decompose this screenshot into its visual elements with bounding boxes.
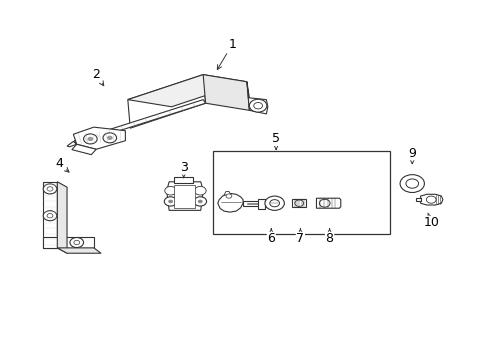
Circle shape <box>168 200 173 203</box>
Text: 1: 1 <box>217 38 236 69</box>
Circle shape <box>164 186 176 195</box>
Polygon shape <box>246 82 267 114</box>
Circle shape <box>399 175 424 193</box>
Circle shape <box>426 196 435 203</box>
Circle shape <box>194 197 206 206</box>
Polygon shape <box>420 194 442 205</box>
Polygon shape <box>166 182 203 210</box>
Polygon shape <box>67 141 77 147</box>
Text: 2: 2 <box>92 68 103 86</box>
Polygon shape <box>174 177 193 183</box>
Circle shape <box>225 194 231 198</box>
Circle shape <box>107 136 113 140</box>
Circle shape <box>253 103 262 109</box>
Polygon shape <box>291 199 305 207</box>
Polygon shape <box>42 182 57 248</box>
Circle shape <box>43 184 57 194</box>
Circle shape <box>43 211 57 221</box>
Polygon shape <box>415 198 420 202</box>
Polygon shape <box>203 75 249 111</box>
Circle shape <box>87 137 93 141</box>
Circle shape <box>47 213 53 218</box>
Text: 7: 7 <box>296 229 304 246</box>
Circle shape <box>198 200 202 203</box>
Text: 10: 10 <box>423 213 439 229</box>
Polygon shape <box>217 194 243 212</box>
Polygon shape <box>127 75 246 107</box>
Text: 8: 8 <box>325 229 333 246</box>
Polygon shape <box>74 100 205 144</box>
Circle shape <box>47 187 53 191</box>
Circle shape <box>70 238 83 248</box>
Polygon shape <box>174 185 195 207</box>
Circle shape <box>294 200 303 206</box>
Polygon shape <box>57 182 67 253</box>
Polygon shape <box>72 144 96 155</box>
Circle shape <box>405 179 418 188</box>
Polygon shape <box>127 75 205 128</box>
Circle shape <box>164 197 177 206</box>
Circle shape <box>74 240 80 245</box>
Circle shape <box>103 133 116 143</box>
Polygon shape <box>243 202 261 206</box>
Polygon shape <box>224 192 230 195</box>
Text: 3: 3 <box>180 161 187 177</box>
Polygon shape <box>73 127 125 149</box>
Polygon shape <box>316 198 340 208</box>
Polygon shape <box>258 199 265 208</box>
Circle shape <box>319 199 329 207</box>
Text: 4: 4 <box>56 157 69 172</box>
Circle shape <box>83 134 97 144</box>
Bar <box>212 152 389 234</box>
Text: 5: 5 <box>271 132 280 149</box>
Text: 6: 6 <box>267 229 275 246</box>
Polygon shape <box>57 248 101 253</box>
Circle shape <box>249 99 266 112</box>
Polygon shape <box>42 237 94 248</box>
Circle shape <box>269 200 279 207</box>
Text: 9: 9 <box>407 147 415 164</box>
Circle shape <box>264 196 284 210</box>
Circle shape <box>194 186 205 195</box>
